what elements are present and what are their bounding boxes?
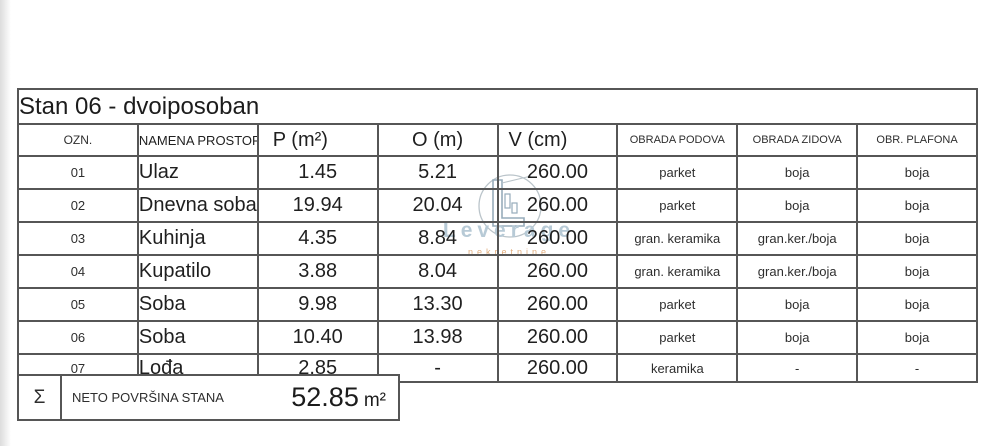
col-header-obrada-plafona: OBR. PLAFONA <box>856 123 978 157</box>
cell-p: 10.40 <box>256 320 379 355</box>
table-title-row: Stan 06 - dvoiposoban <box>17 88 978 125</box>
table-row: 05 Soba 9.98 13.30 260.00 parket boja bo… <box>17 287 978 322</box>
col-header-ozn: OZN. <box>17 123 139 157</box>
cell-pod: parket <box>616 155 739 190</box>
summary-total: 52.85 m² <box>291 382 386 413</box>
cell-ozn: 03 <box>17 221 139 256</box>
cell-o: 13.30 <box>376 287 499 322</box>
cell-name: Ulaz <box>136 155 259 190</box>
cell-o: 20.04 <box>376 188 499 223</box>
col-header-obrada-zidova: OBRADA ZIDOVA <box>736 123 859 157</box>
cell-zid: gran.ker./boja <box>736 254 859 289</box>
cell-o: 8.84 <box>376 221 499 256</box>
cell-pla: - <box>856 353 978 383</box>
sigma-symbol: Σ <box>17 374 62 421</box>
cell-pla: boja <box>856 287 978 322</box>
cell-pod: keramika <box>616 353 739 383</box>
cell-zid: boja <box>736 188 859 223</box>
cell-p: 9.98 <box>256 287 379 322</box>
cell-pla: boja <box>856 155 978 190</box>
col-header-namena: NAMENA PROSTORIJE <box>136 123 259 157</box>
cell-p: 3.88 <box>256 254 379 289</box>
cell-name: Dnevna soba sa obed. <box>136 188 259 223</box>
cell-name: Soba <box>136 320 259 355</box>
cell-ozn: 05 <box>17 287 139 322</box>
summary-value: 52.85 <box>291 382 359 412</box>
cell-pla: boja <box>856 188 978 223</box>
cell-v: 260.00 <box>496 353 619 383</box>
table-header-row: OZN. NAMENA PROSTORIJE P (m²) O (m) V (c… <box>17 123 978 157</box>
cell-pod: gran. keramika <box>616 221 739 256</box>
col-header-obrada-podova: OBRADA PODOVA <box>616 123 739 157</box>
col-header-p: P (m²) <box>256 123 379 157</box>
summary-box: Σ NETO POVRŠINA STANA 52.85 m² <box>17 374 400 421</box>
cell-ozn: 01 <box>17 155 139 190</box>
cell-p: 1.45 <box>256 155 379 190</box>
table-row: 04 Kupatilo 3.88 8.04 260.00 gran. keram… <box>17 254 978 289</box>
cell-zid: boja <box>736 155 859 190</box>
cell-ozn: 06 <box>17 320 139 355</box>
cell-p: 19.94 <box>256 188 379 223</box>
cell-zid: - <box>736 353 859 383</box>
page-edge-shadow <box>0 0 11 446</box>
table-title: Stan 06 - dvoiposoban <box>17 88 978 125</box>
cell-name: Kuhinja <box>136 221 259 256</box>
summary-unit: m² <box>363 390 386 411</box>
cell-ozn: 04 <box>17 254 139 289</box>
cell-v: 260.00 <box>496 254 619 289</box>
cell-pla: boja <box>856 320 978 355</box>
cell-pod: parket <box>616 188 739 223</box>
cell-pod: gran. keramika <box>616 254 739 289</box>
cell-pod: parket <box>616 320 739 355</box>
cell-ozn: 02 <box>17 188 139 223</box>
cell-v: 260.00 <box>496 320 619 355</box>
col-header-v: V (cm) <box>496 123 619 157</box>
apartment-spec-table: Stan 06 - dvoiposoban OZN. NAMENA PROSTO… <box>17 88 978 383</box>
table-row: 01 Ulaz 1.45 5.21 260.00 parket boja boj… <box>17 155 978 190</box>
cell-name: Soba <box>136 287 259 322</box>
cell-zid: boja <box>736 287 859 322</box>
cell-o: 8.04 <box>376 254 499 289</box>
cell-pod: parket <box>616 287 739 322</box>
table-row: 02 Dnevna soba sa obed. 19.94 20.04 260.… <box>17 188 978 223</box>
cell-pla: boja <box>856 221 978 256</box>
col-header-o: O (m) <box>376 123 499 157</box>
cell-v: 260.00 <box>496 155 619 190</box>
cell-name: Kupatilo <box>136 254 259 289</box>
table-row: 03 Kuhinja 4.35 8.84 260.00 gran. kerami… <box>17 221 978 256</box>
cell-p: 4.35 <box>256 221 379 256</box>
table-row: 06 Soba 10.40 13.98 260.00 parket boja b… <box>17 320 978 355</box>
cell-v: 260.00 <box>496 188 619 223</box>
cell-o: 13.98 <box>376 320 499 355</box>
cell-v: 260.00 <box>496 287 619 322</box>
cell-zid: boja <box>736 320 859 355</box>
summary-label: NETO POVRŠINA STANA <box>72 390 224 405</box>
cell-pla: boja <box>856 254 978 289</box>
cell-o: 5.21 <box>376 155 499 190</box>
cell-zid: gran.ker./boja <box>736 221 859 256</box>
cell-v: 260.00 <box>496 221 619 256</box>
